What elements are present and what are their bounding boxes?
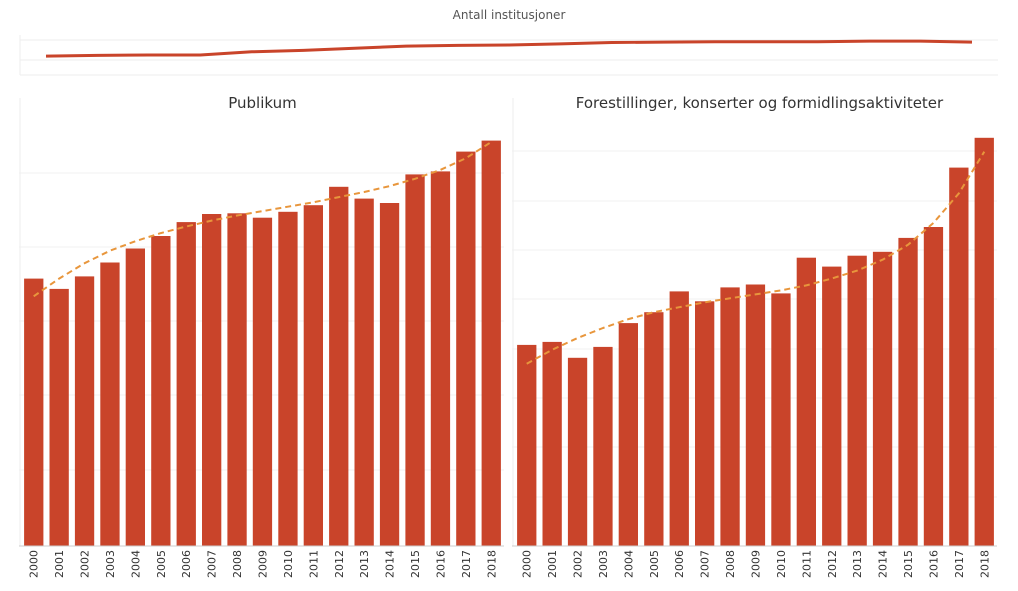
publikum-x-tick-label: 2004 [129,550,142,578]
publikum-bar-2000 [24,278,44,546]
publikum-bar-2018 [481,140,501,546]
activities-x-tick-label: 2014 [877,550,890,578]
publikum-chart-title: Publikum [228,94,297,112]
activities-x-tick-label: 2011 [800,550,813,578]
publikum-x-tick-label: 2009 [257,550,270,578]
publikum-bar-2016 [430,171,451,546]
publikum-bar-2002 [74,276,95,546]
publikum-x-tick-label: 2011 [307,550,320,578]
activities-bar-2018 [974,137,994,547]
publikum-trend-line [33,141,492,298]
publikum-x-tick-label: 2006 [180,550,193,578]
activities-x-tick-label: 2017 [953,550,966,578]
publikum-x-tick-label: 2003 [104,550,117,578]
activities-x-tick-label: 2010 [775,550,788,578]
activities-bar-2013 [847,255,867,546]
activities-x-tick-label: 2007 [699,550,712,578]
publikum-x-tick-label: 2010 [282,550,295,578]
activities-bar-2003 [593,346,613,546]
activities-x-tick-label: 2002 [572,550,585,578]
activities-chart-title: Forestillinger, konserter og formidlings… [575,94,944,112]
activities-bar-2011 [796,257,816,546]
activities-bar-chart: 2000 2001 2002 2003 2004 2005 2006 2007 2008 2009… [512,98,997,578]
activities-bar-2017 [949,167,969,546]
publikum-x-tick-label: 2015 [409,550,422,578]
activities-x-tick-label: 2006 [673,550,686,578]
publikum-x-tick-label: 2008 [231,550,244,578]
activities-x-tick-label: 2018 [978,550,991,578]
publikum-x-tick-label: 2001 [53,550,66,578]
publikum-bar-2010 [278,211,298,547]
activities-x-tick-label: 2004 [622,550,635,578]
activities-bar-2009 [745,284,766,546]
activities-bar-2014 [872,251,893,547]
activities-bar-2016 [923,227,944,546]
publikum-x-tick-label: 2014 [384,550,397,578]
publikum-bar-2017 [456,151,476,546]
publikum-bar-2006 [176,222,196,546]
publikum-bar-2003 [100,262,120,546]
activities-bar-2005 [644,312,664,546]
activities-x-tick-label: 2000 [521,550,534,578]
activities-x-tick-label: 2016 [927,550,940,578]
publikum-bar-2015 [405,174,425,546]
publikum-x-tick-label: 2012 [333,550,346,578]
publikum-x-tick-label: 2000 [28,550,41,578]
publikum-bar-2007 [202,214,222,546]
activities-bar-2010 [771,293,791,546]
publikum-x-tick-label: 2013 [358,550,371,578]
publikum-bar-2001 [49,288,69,546]
publikum-bar-2011 [303,205,323,546]
activities-x-tick-label: 2001 [546,550,559,578]
activities-bar-2007 [695,301,715,546]
activities-bar-2000 [517,344,537,546]
publikum-bar-2013 [354,198,374,546]
publikum-bar-2005 [151,236,171,546]
publikum-x-tick-label: 2005 [155,550,168,578]
publikum-x-tick-label: 2018 [485,550,498,578]
publikum-x-tick-label: 2016 [434,550,447,578]
line-chart-title: Antall institusjoner [452,8,566,22]
institusjoner-series-line [45,39,973,58]
publikum-bar-chart: 2000 2001 2002 2003 2004 2005 2006 2007 2008 2009… [19,98,504,578]
activities-x-tick-label: 2015 [902,550,915,578]
activities-bar-2006 [669,291,689,546]
activities-x-tick-label: 2013 [851,550,864,578]
activities-bar-2002 [567,357,588,546]
publikum-bar-2008 [227,213,247,547]
publikum-x-tick-label: 2007 [206,550,219,578]
activities-bar-2008 [720,287,740,546]
publikum-x-tick-label: 2017 [460,550,473,578]
activities-bar-2001 [542,341,562,546]
activities-bar-2015 [898,237,918,546]
activities-x-tick-label: 2005 [648,550,661,578]
publikum-bar-2014 [379,203,400,546]
publikum-x-tick-label: 2002 [79,550,92,578]
publikum-bar-2012 [329,186,349,547]
activities-x-tick-label: 2003 [597,550,610,578]
publikum-bar-2004 [125,248,145,546]
activities-bar-2012 [822,266,842,546]
publikum-bar-2009 [252,217,273,546]
activities-x-tick-label: 2009 [750,550,763,578]
activities-bar-2004 [618,323,638,546]
institusjoner-line-chart [19,35,998,76]
activities-x-tick-label: 2008 [724,550,737,578]
activities-trend-line [526,151,986,365]
activities-x-tick-label: 2012 [826,550,839,578]
